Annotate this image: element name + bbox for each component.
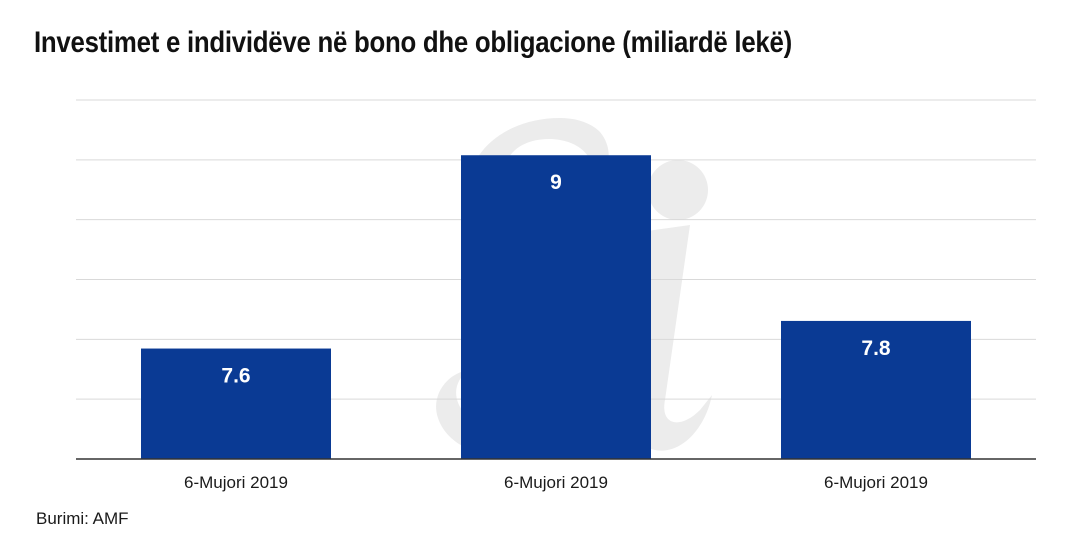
- bar-value-label-2: 9: [550, 171, 562, 194]
- chart-title: Investimet e individëve në bono dhe obli…: [34, 26, 792, 59]
- bar-value-label-1: 7.6: [221, 365, 250, 388]
- x-tick-label-1: 6-Mujori 2019: [184, 473, 288, 492]
- bar-2: [461, 155, 651, 459]
- bar-value-label-3: 7.8: [861, 337, 891, 360]
- source-note: Burimi: AMF: [36, 509, 129, 528]
- bar-3: [781, 320, 971, 459]
- x-tick-label-3: 6-Mujori 2019: [824, 473, 928, 492]
- x-tick-label-2: 6-Mujori 2019: [504, 473, 608, 492]
- bar-1: [141, 348, 331, 459]
